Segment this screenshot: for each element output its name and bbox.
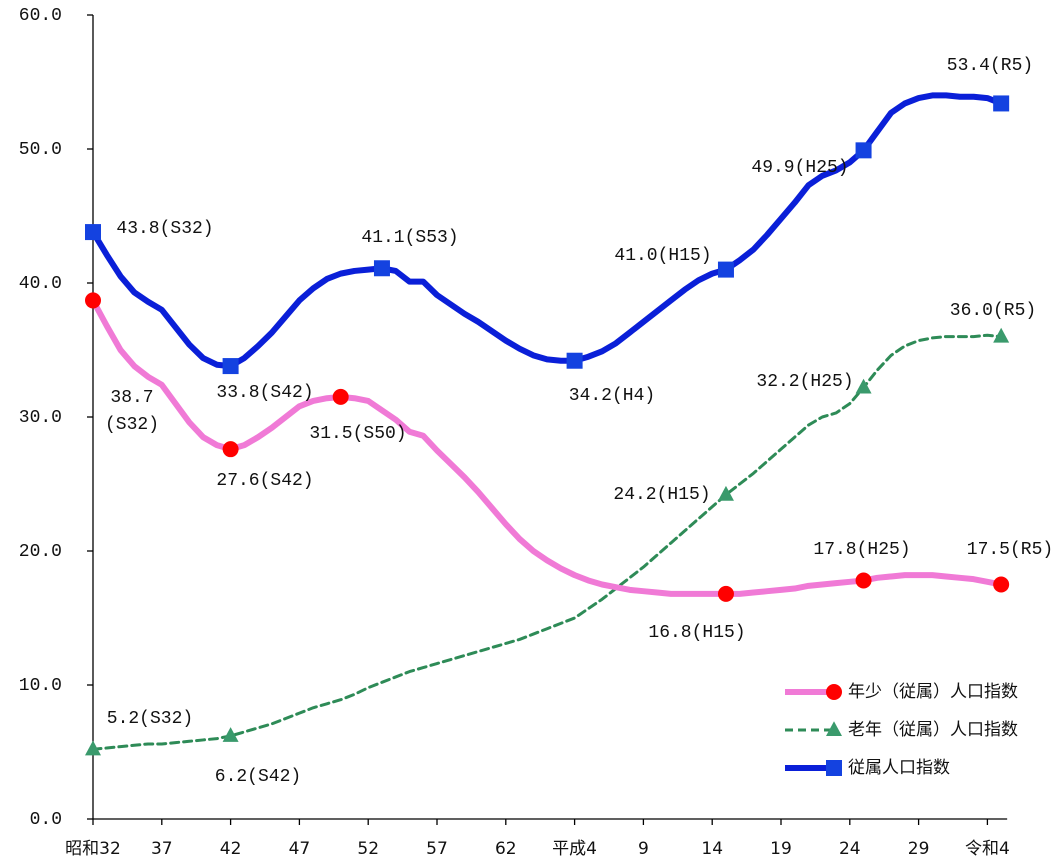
series-line <box>90 297 1005 597</box>
x-tick-label: 42 <box>220 839 242 859</box>
marker <box>85 740 101 756</box>
marker <box>993 576 1010 593</box>
marker <box>85 292 101 309</box>
value-label: 17.8(H25) <box>813 540 910 560</box>
marker <box>717 585 734 602</box>
marker <box>855 378 872 394</box>
x-tick-label: 昭和32 <box>65 839 121 859</box>
value-label: 16.8(H15) <box>648 623 745 643</box>
x-tick-label: 24 <box>839 839 861 859</box>
x-tick-label: 令和4 <box>965 839 1010 859</box>
x-tick-label: 19 <box>770 839 792 859</box>
y-tick-label: 10.0 <box>19 676 62 696</box>
y-tick-label: 60.0 <box>19 6 62 26</box>
x-tick-label: 47 <box>289 839 311 859</box>
y-tick-label: 20.0 <box>19 542 62 562</box>
value-label: 53.4(R5) <box>947 56 1033 76</box>
series-line <box>90 92 1005 370</box>
x-tick-label: 9 <box>638 839 649 859</box>
marker <box>855 572 872 589</box>
marker <box>222 727 239 742</box>
x-tick-label: 52 <box>357 839 379 859</box>
value-label: 33.8(S42) <box>216 383 313 403</box>
marker <box>855 142 872 159</box>
x-tick-label: 37 <box>151 839 173 859</box>
value-label: 5.2(S32) <box>107 709 193 729</box>
x-tick-label: 57 <box>426 839 448 859</box>
marker <box>826 684 842 700</box>
marker <box>85 224 101 241</box>
value-label: 31.5(S50) <box>309 424 406 444</box>
marker <box>373 260 390 277</box>
value-label: 49.9(H25) <box>751 158 848 178</box>
marker <box>566 352 583 369</box>
value-label: 32.2(H25) <box>756 372 853 392</box>
value-label: 34.2(H4) <box>569 386 655 406</box>
value-label: 24.2(H15) <box>613 485 710 505</box>
value-label: 38.7 (S32) <box>105 388 159 435</box>
y-tick-label: 50.0 <box>19 140 62 160</box>
y-tick-label: 30.0 <box>19 408 62 428</box>
marker <box>826 760 842 776</box>
marker <box>717 261 734 278</box>
marker <box>993 95 1010 112</box>
x-tick-label: 29 <box>908 839 930 859</box>
x-tick-label: 62 <box>495 839 517 859</box>
x-tick-label: 14 <box>701 839 723 859</box>
legend-label: 従属人口指数 <box>848 758 950 778</box>
value-label: 43.8(S32) <box>116 219 213 239</box>
marker <box>222 441 239 458</box>
legend-label: 年少（従属）人口指数 <box>848 682 1018 702</box>
marker <box>826 721 842 736</box>
marker <box>222 358 239 375</box>
series-line <box>91 333 1003 751</box>
value-label: 27.6(S42) <box>216 471 313 491</box>
marker <box>993 327 1010 343</box>
y-tick-label: 40.0 <box>19 274 62 294</box>
marker <box>717 485 734 501</box>
value-label: 36.0(R5) <box>950 301 1036 321</box>
value-label: 41.0(H15) <box>614 246 711 266</box>
y-tick-label: 0.0 <box>30 810 62 830</box>
legend-label: 老年（従属）人口指数 <box>848 720 1018 740</box>
marker <box>332 388 349 405</box>
value-label: 41.1(S53) <box>361 228 458 248</box>
value-label: 17.5(R5) <box>967 540 1053 560</box>
value-label: 6.2(S42) <box>215 767 301 787</box>
x-tick-label: 平成4 <box>552 839 597 859</box>
